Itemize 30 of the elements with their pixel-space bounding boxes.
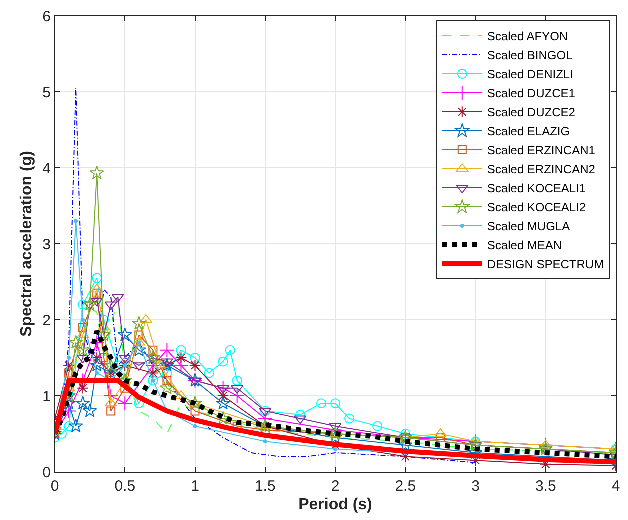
x-tick-label: 2.5 [395,478,416,495]
legend-label: Scaled MUGLA [487,220,570,234]
x-axis-title: Period (s) [298,496,372,514]
legend-label: Scaled KOCEALI1 [487,182,586,196]
legend-label: Scaled ERZINCAN1 [487,144,596,158]
y-tick-label: 5 [42,84,51,102]
x-tick-label: 0.5 [114,478,136,495]
y-tick-label: 1 [42,388,51,406]
x-tick-label: 3.5 [535,478,556,495]
legend-label: Scaled DUZCE1 [487,86,576,101]
y-axis-title: Spectral acceleration (g) [18,151,36,337]
y-tick-label: 2 [42,312,51,330]
legend-label: Scaled BINGOL [487,48,574,63]
y-tick-label: 6 [42,8,51,26]
x-tick-label: 1 [191,478,200,495]
legend-label: Scaled KOCEALI2 [487,200,586,215]
legend-label: Scaled DENIZLI [487,68,574,82]
y-tick-label: 0 [42,464,51,482]
x-tick-label: 2 [331,478,340,495]
legend-label: Scaled MEAN [487,238,562,253]
x-tick-label: 1.5 [254,478,276,495]
legend-label: Scaled AFYON [487,30,568,44]
y-tick-label: 4 [42,160,51,178]
x-tick-label: 3 [472,478,480,495]
legend-label: Scaled ELAZIG [487,124,570,139]
legend-label: Scaled ERZINCAN2 [487,162,596,177]
legend-label: DESIGN SPECTRUM [487,258,604,272]
legend-label: Scaled DUZCE2 [487,106,576,120]
y-tick-label: 3 [42,236,51,254]
x-tick-label: 4 [612,478,620,495]
